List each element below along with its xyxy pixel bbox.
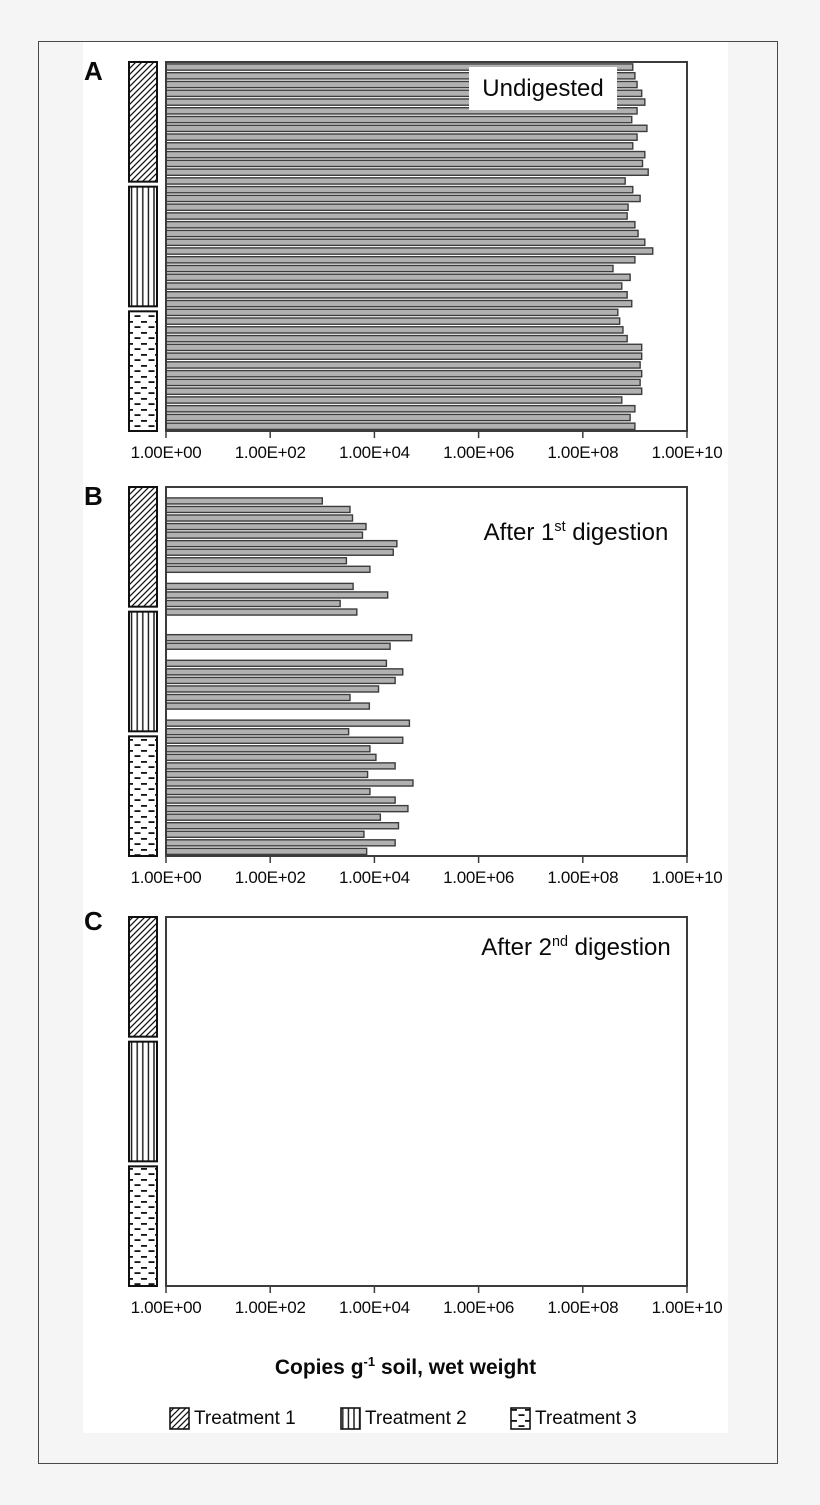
- panel-c-title: After 2nd digestion: [470, 934, 682, 962]
- x-tick-label: 1.00E+06: [443, 868, 515, 887]
- x-tick-label: 1.00E+00: [130, 443, 202, 462]
- x-tick-label: 1.00E+00: [130, 1298, 202, 1317]
- panel-b-letter: B: [84, 481, 103, 511]
- x-tick-label: 1.00E+08: [547, 443, 619, 462]
- x-tick-label: 1.00E+02: [234, 1298, 306, 1317]
- x-axis-title-post: soil, wet weight: [375, 1356, 537, 1379]
- x-tick-label: 1.00E+10: [651, 1298, 723, 1317]
- panel-c-title-post: digestion: [567, 934, 671, 961]
- x-axis-title-pre: Copies g: [274, 1356, 364, 1379]
- legend-item-treatment-1: Treatment 1: [169, 1407, 296, 1430]
- panel-a-title: Undigested: [469, 67, 617, 110]
- x-tick-label: 1.00E+00: [130, 868, 202, 887]
- x-tick-label: 1.00E+06: [443, 443, 515, 462]
- legend-label: Treatment 2: [365, 1407, 467, 1429]
- panel-a-letter: A: [84, 56, 103, 86]
- x-tick-label: 1.00E+02: [234, 443, 306, 462]
- x-axis-title: Copies g-1 soil, wet weight: [83, 1354, 728, 1380]
- panel-b-title: After 1st digestion: [470, 519, 682, 547]
- panel-b-title-sup: st: [554, 519, 566, 535]
- panel-b-title-pre: After 1: [483, 519, 555, 546]
- treatment-3-swatch-icon: [510, 1407, 531, 1430]
- panel-a-title-text: Undigested: [482, 74, 604, 102]
- panel-c-title-pre: After 2: [481, 934, 552, 961]
- treatment-2-swatch-icon: [340, 1407, 361, 1430]
- panel-b-title-post: digestion: [565, 519, 669, 546]
- x-tick-label: 1.00E+04: [338, 868, 410, 887]
- x-tick-label: 1.00E+10: [651, 443, 723, 462]
- x-tick-label: 1.00E+04: [338, 1298, 410, 1317]
- panel-c-title-sup: nd: [551, 934, 568, 950]
- legend-item-treatment-2: Treatment 2: [340, 1407, 467, 1430]
- x-tick-label: 1.00E+08: [547, 868, 619, 887]
- x-tick-label: 1.00E+02: [234, 868, 306, 887]
- x-tick-label: 1.00E+10: [651, 868, 723, 887]
- x-axis-title-sup: -1: [363, 1354, 376, 1369]
- x-tick-label: 1.00E+04: [338, 443, 410, 462]
- legend-label: Treatment 3: [535, 1407, 637, 1429]
- figure-frame: [38, 41, 778, 1464]
- x-tick-label: 1.00E+06: [443, 1298, 515, 1317]
- x-tick-label: 1.00E+08: [547, 1298, 619, 1317]
- panel-c-letter: C: [84, 906, 103, 936]
- treatment-1-swatch-icon: [169, 1407, 190, 1430]
- legend-label: Treatment 1: [194, 1407, 296, 1429]
- legend-item-treatment-3: Treatment 3: [510, 1407, 637, 1430]
